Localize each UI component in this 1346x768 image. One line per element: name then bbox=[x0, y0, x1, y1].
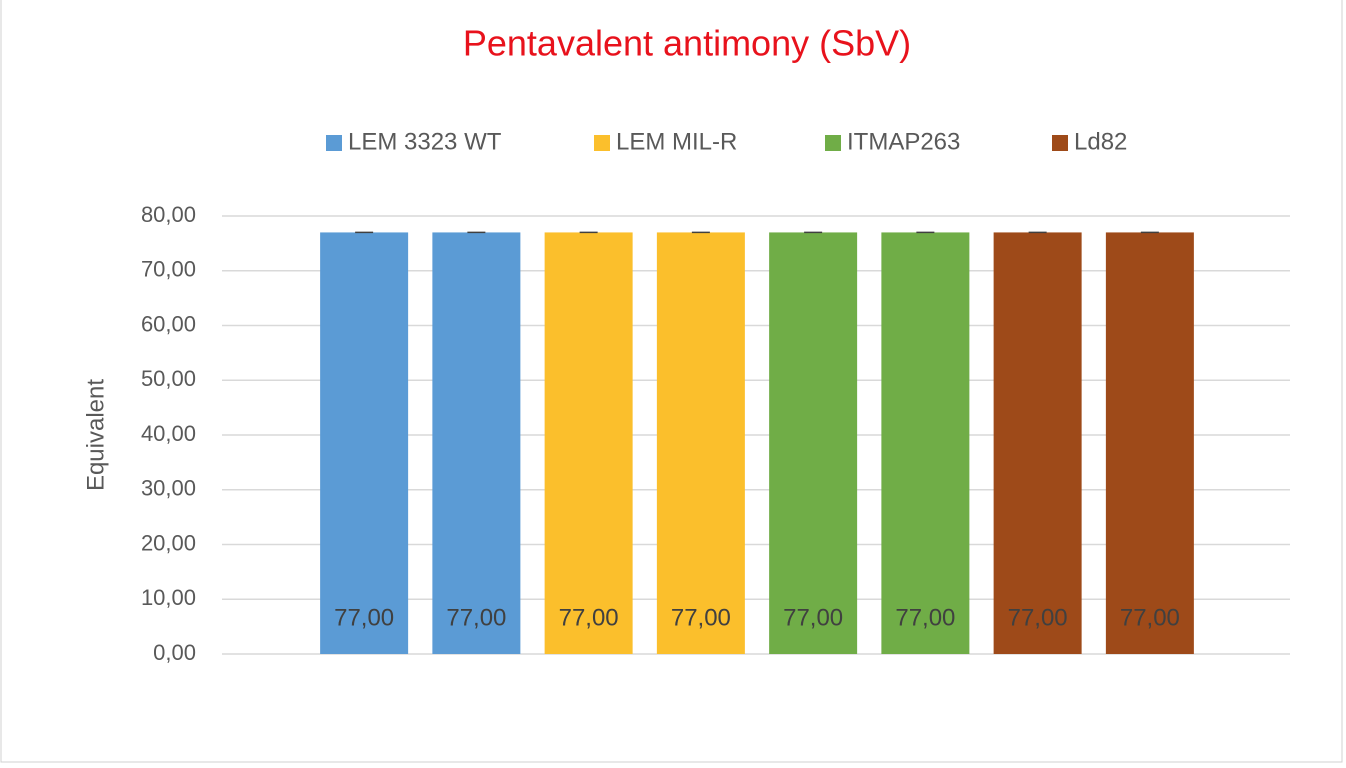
data-label: 77,00 bbox=[446, 604, 506, 631]
data-label: 77,00 bbox=[783, 604, 843, 631]
y-tick-label: 70,00 bbox=[141, 257, 196, 282]
data-label: 77,00 bbox=[334, 604, 394, 631]
bar bbox=[320, 232, 409, 655]
y-tick-label: 30,00 bbox=[141, 476, 196, 501]
data-label: 77,00 bbox=[895, 604, 955, 631]
y-tick-label: 0,00 bbox=[153, 640, 196, 665]
y-tick-label: 40,00 bbox=[141, 421, 196, 446]
y-tick-label: 60,00 bbox=[141, 311, 196, 336]
legend-swatch bbox=[825, 135, 841, 151]
bar bbox=[993, 232, 1082, 655]
legend-label: LEM 3323 WT bbox=[348, 128, 502, 155]
data-label: 77,00 bbox=[1008, 604, 1068, 631]
chart-title: Pentavalent antimony (SbV) bbox=[463, 23, 911, 64]
y-tick-label: 10,00 bbox=[141, 585, 196, 610]
legend-label: LEM MIL-R bbox=[616, 128, 737, 155]
legend-label: ITMAP263 bbox=[847, 128, 960, 155]
y-tick-label: 50,00 bbox=[141, 366, 196, 391]
legend-label: Ld82 bbox=[1074, 128, 1127, 155]
bar bbox=[432, 232, 521, 655]
legend-swatch bbox=[326, 135, 342, 151]
y-tick-label: 80,00 bbox=[141, 202, 196, 227]
legend-swatch bbox=[594, 135, 610, 151]
bar bbox=[881, 232, 970, 655]
legend-swatch bbox=[1052, 135, 1068, 151]
data-label: 77,00 bbox=[559, 604, 619, 631]
bar bbox=[544, 232, 633, 655]
bar bbox=[769, 232, 858, 655]
y-tick-label: 20,00 bbox=[141, 530, 196, 555]
data-label: 77,00 bbox=[671, 604, 731, 631]
y-axis-label: Equivalent bbox=[82, 379, 109, 491]
bar bbox=[656, 232, 745, 655]
bar bbox=[1105, 232, 1194, 655]
data-label: 77,00 bbox=[1120, 604, 1180, 631]
